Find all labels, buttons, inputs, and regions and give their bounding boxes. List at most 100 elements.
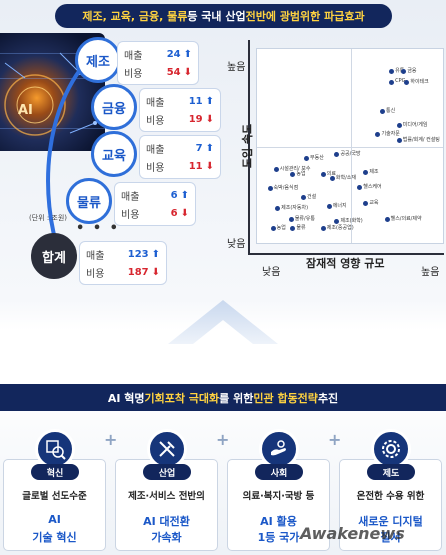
- matrix-point: [384, 217, 390, 222]
- plus-icon: +: [216, 430, 230, 449]
- sector-name: 교육: [102, 148, 126, 164]
- gear-icon: [371, 429, 411, 469]
- card-desc: 글로벌 선도수준: [22, 491, 87, 502]
- sector-manufacturing: 제조: [75, 37, 121, 83]
- matrix-point-label: 부동산: [310, 154, 324, 161]
- card-pill: 제도: [367, 464, 415, 480]
- stat-finance: 매출 11 ⬆ 비용 19 ⬇: [139, 88, 221, 132]
- cost-value: 187: [127, 266, 149, 278]
- matrix-point: [288, 217, 294, 222]
- impact-banner: 제조, 교육, 금융, 물류 등 국내 산업 전반에 광범위한 파급효과: [55, 4, 392, 28]
- cost-label: 비용: [124, 68, 143, 80]
- matrix-point: [334, 218, 340, 224]
- up-arrow-icon: ⬆: [205, 142, 214, 154]
- x-axis-line: [248, 253, 444, 255]
- matrix-point-label: 통신: [386, 108, 396, 114]
- y-axis-low: 낮음: [227, 239, 246, 250]
- impact-matrix: 유통 금융 CPG 하이테크 통신 미디어/게임 기술자문 법률/회계/ 컨설팅 부동산 공공/국…: [256, 48, 444, 244]
- card-desc: 제조·서비스 전반의: [128, 491, 205, 502]
- card-result-line2: 1등 국가: [257, 531, 300, 544]
- down-arrow-icon: ⬇: [183, 66, 192, 78]
- sector-name: 금융: [102, 101, 126, 117]
- unit-label: (단위 : 조원): [29, 214, 68, 222]
- sales-value: 6: [170, 189, 178, 201]
- matrix-point-label: 숙박/음식점: [273, 185, 299, 192]
- cost-label: 비용: [146, 162, 165, 174]
- matrix-point-label: 의료: [326, 171, 336, 177]
- matrix-point-label: 기술자문: [381, 131, 400, 138]
- y-axis: 높음 도입 속도 낮음: [227, 50, 254, 250]
- matrix-point: [363, 170, 369, 176]
- banner-sectors: 제조, 교육, 금융, 물류: [82, 10, 188, 23]
- matrix-point: [401, 69, 407, 75]
- cost-value: 6: [170, 207, 178, 219]
- cost-label: 비용: [86, 268, 105, 280]
- cost-value: 11: [188, 160, 203, 172]
- matrix-point: [326, 204, 332, 210]
- strategy-card-innovation: 혁신 글로벌 선도수준 AI 기술 혁신: [3, 429, 106, 551]
- matrix-point: [404, 80, 410, 86]
- plus-icon: +: [104, 430, 118, 449]
- card-pill: 혁신: [31, 464, 79, 480]
- sector-name: 제조: [86, 54, 110, 70]
- strategy-hl2: 민관 합동전략: [253, 391, 318, 405]
- cost-value: 19: [188, 113, 203, 125]
- matrix-point-label: 시설관리/ 보수: [279, 165, 311, 172]
- x-axis-low: 낮음: [262, 267, 281, 278]
- plus-icon: +: [328, 430, 342, 449]
- stat-logistics: 매출 6 ⬆ 비용 6 ⬇: [114, 182, 196, 226]
- matrix-point-label: 제조: [369, 169, 379, 176]
- sales-value: 7: [195, 142, 203, 154]
- tools-icon: [147, 429, 187, 469]
- matrix-point: [304, 155, 310, 161]
- matrix-point: [334, 152, 340, 158]
- matrix-point-label: 헬스케어: [363, 183, 382, 190]
- matrix-point: [329, 175, 335, 181]
- up-arrow-icon: ⬆: [205, 95, 214, 107]
- matrix-point-label: 공공/국방: [340, 151, 361, 158]
- sales-value: 123: [127, 248, 149, 260]
- sales-value: 11: [188, 95, 203, 107]
- card-pill: 산업: [143, 464, 191, 480]
- matrix-point-label: CPG: [395, 78, 406, 85]
- matrix-point-label: 하이테크: [410, 79, 429, 86]
- matrix-point: [290, 226, 296, 231]
- matrix-point: [396, 137, 402, 143]
- matrix-point-label: 제조(화학): [340, 217, 363, 224]
- sales-label: 매출: [124, 50, 143, 62]
- card-result-line1: 새로운 디지털: [358, 515, 423, 528]
- ellipsis: • • •: [76, 221, 120, 236]
- card-result-line1: AI: [48, 513, 61, 526]
- sales-label: 매출: [86, 250, 105, 262]
- strategy-card-industry: 산업 제조·서비스 전반의 AI 대전환 가속화: [115, 429, 218, 551]
- quadrant-divider-vertical: [351, 49, 352, 243]
- matrix-point-label: 금융: [407, 68, 417, 75]
- matrix-point-label: 에너지: [332, 203, 347, 210]
- matrix-point: [375, 132, 381, 138]
- stat-education: 매출 7 ⬆ 비용 11 ⬇: [139, 135, 221, 179]
- banner-highlight: 전반에 광범위한 파급효과: [245, 10, 365, 23]
- matrix-point: [320, 172, 326, 177]
- quadrant-divider-horizontal: [257, 147, 443, 148]
- matrix-point-label: 농업: [276, 225, 286, 231]
- matrix-point: [320, 226, 326, 231]
- strategy-pre: AI 혁명: [107, 391, 145, 405]
- matrix-point: [396, 123, 402, 129]
- y-axis-title: 도입 속도: [241, 123, 255, 169]
- cost-label: 비용: [121, 209, 140, 221]
- matrix-point-label: 물류: [296, 225, 306, 231]
- sector-name: 합계: [42, 250, 66, 266]
- down-arrow-icon: ⬇: [205, 160, 214, 172]
- sector-name: 물류: [77, 195, 101, 211]
- sector-finance: 금융: [91, 84, 137, 130]
- strategy-card-institution: 제도 온전한 수용 위한 새로운 디지털 질서: [339, 429, 442, 551]
- search-chip-icon: [35, 429, 75, 469]
- card-pill: 사회: [255, 464, 303, 480]
- x-axis-title: 잠재적 영향 규모: [306, 257, 385, 270]
- up-arrow-icon: ⬆: [180, 189, 189, 201]
- sector-total: 합계: [31, 233, 77, 279]
- matrix-point-label: 화학/소재: [335, 174, 356, 181]
- strategy-mid: 를 위한: [219, 391, 254, 405]
- down-arrow-icon: ⬇: [151, 266, 160, 278]
